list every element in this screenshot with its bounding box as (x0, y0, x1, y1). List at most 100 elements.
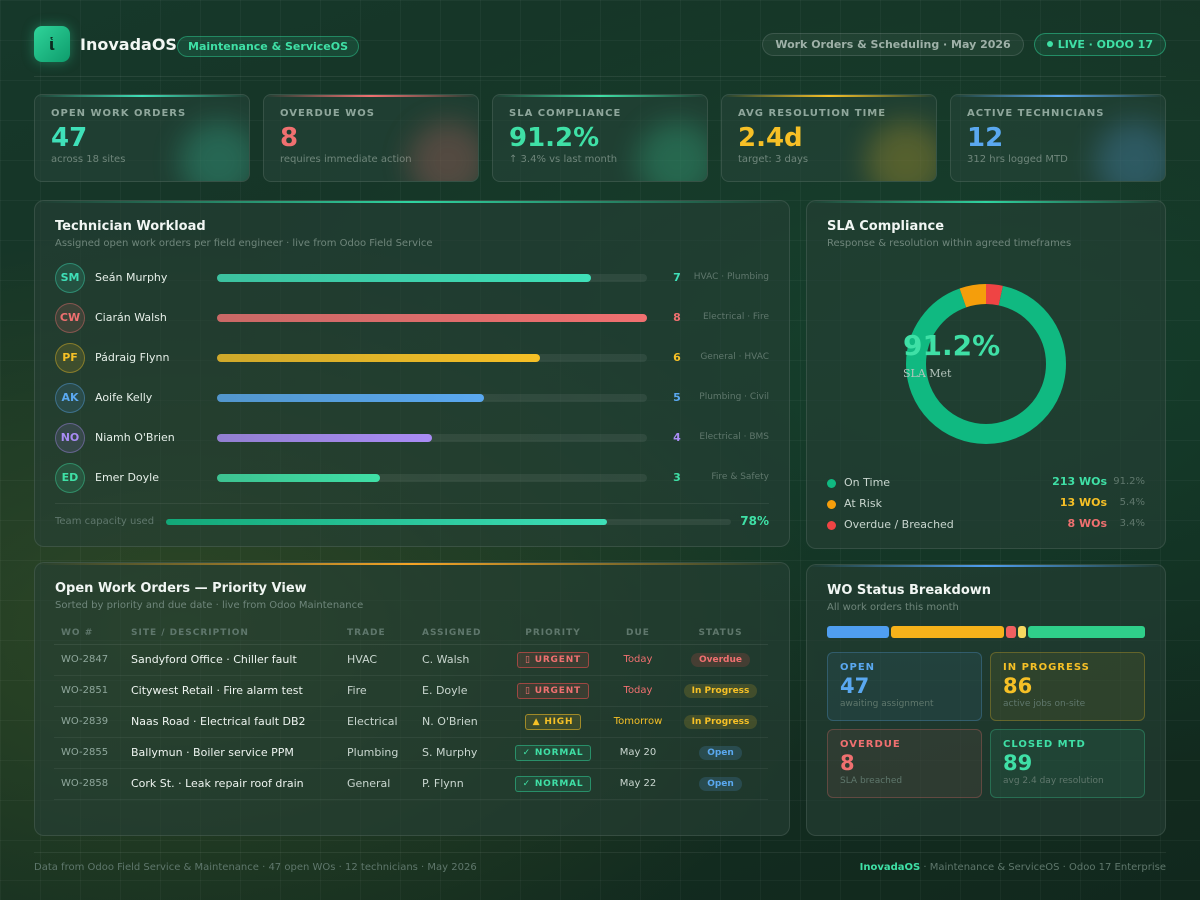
site-description: Naas Road · Electrical fault DB2 (124, 706, 340, 738)
capacity-label: Team capacity used (55, 516, 155, 527)
legend-item-overdue[interactable]: Overdue / Breached 8 WOs 3.4% (827, 517, 1145, 533)
priority-badge: ▲ HIGH (524, 713, 582, 730)
legend-dot-icon (827, 479, 836, 488)
status-segment[interactable] (1005, 626, 1017, 638)
kpi-card-open-work-orders[interactable]: OPEN WORK ORDERS 47 across 18 sites (34, 94, 250, 182)
workload-count: 3 (673, 471, 681, 484)
column-header[interactable]: PRIORITY (503, 622, 603, 645)
wo-number[interactable]: WO-2851 (54, 675, 124, 707)
legend-count: 213 WOs (1052, 475, 1107, 488)
status-segment[interactable] (1018, 626, 1027, 638)
kpi-subtext: ↑ 3.4% vs last month (509, 154, 618, 165)
site-description: Cork St. · Leak repair roof drain (124, 768, 340, 800)
kpi-accent-bar (722, 95, 936, 97)
status-box-open[interactable]: OPEN 47 awaiting assignment (827, 652, 982, 721)
trade: Plumbing (340, 737, 415, 769)
technician-row[interactable]: CW Ciarán Walsh 8 Electrical · Fire (55, 303, 769, 333)
panel-accent-bar (35, 201, 789, 203)
technician-row[interactable]: SM Seán Murphy 7 HVAC · Plumbing (55, 263, 769, 293)
kpi-glow (408, 121, 478, 181)
kpi-value: 91.2% (509, 123, 600, 153)
technician-row[interactable]: PF Pádraig Flynn 6 General · HVAC (55, 343, 769, 373)
column-header[interactable]: DUE (603, 622, 673, 645)
kpi-card-overdue-wos[interactable]: OVERDUE WOS 8 requires immediate action (263, 94, 479, 182)
technician-name: Niamh O'Brien (95, 431, 175, 444)
wo-number[interactable]: WO-2855 (54, 737, 124, 769)
live-status-pill[interactable]: LIVE · ODOO 17 (1033, 33, 1166, 56)
status-box-closed-mtd[interactable]: CLOSED MTD 89 avg 2.4 day resolution (990, 729, 1145, 798)
avatar: SM (55, 263, 85, 293)
column-header[interactable]: ASSIGNED (415, 622, 503, 645)
table-row[interactable]: WO-2839 Naas Road · Electrical fault DB2 E… (54, 706, 768, 738)
column-header[interactable]: SITE / DESCRIPTION (124, 622, 340, 645)
panel-accent-bar (35, 563, 789, 565)
status-box-overdue[interactable]: OVERDUE 8 SLA breached (827, 729, 982, 798)
legend-name: At Risk (844, 497, 882, 510)
avatar: PF (55, 343, 85, 373)
column-header[interactable]: WO # (54, 622, 124, 645)
column-header[interactable]: STATUS (673, 622, 768, 645)
module-pill[interactable]: Maintenance & ServiceOS (177, 36, 360, 57)
app-logo-icon[interactable]: ἱ (34, 26, 70, 62)
assigned-technician: E. Doyle (415, 675, 503, 707)
status-box-subtext: SLA breached (840, 776, 903, 786)
status-badge: In Progress (683, 715, 758, 729)
kpi-card-avg-resolution-time[interactable]: AVG RESOLUTION TIME 2.4d target: 3 days (721, 94, 937, 182)
legend-item-on-time[interactable]: On Time 213 WOs 91.2% (827, 475, 1145, 491)
priority-badge: ▯ URGENT (517, 682, 589, 699)
technician-row[interactable]: NO Niamh O'Brien 4 Electrical · BMS (55, 423, 769, 453)
wo-number[interactable]: WO-2858 (54, 768, 124, 800)
kpi-value: 47 (51, 123, 88, 153)
technician-workload-panel: Technician Workload Assigned open work o… (34, 200, 790, 547)
capacity-bar-fill (166, 519, 607, 525)
wo-number[interactable]: WO-2839 (54, 706, 124, 738)
workload-count: 6 (673, 351, 681, 364)
status-cell: Open (673, 737, 768, 769)
kpi-label: OPEN WORK ORDERS (51, 108, 187, 119)
kpi-card-sla-compliance[interactable]: SLA COMPLIANCE 91.2% ↑ 3.4% vs last mont… (492, 94, 708, 182)
kpi-label: ACTIVE TECHNICIANS (967, 108, 1105, 119)
donut-slice-on-time[interactable] (906, 284, 1066, 444)
workload-bar-track (217, 314, 647, 322)
status-box-value: 86 (1003, 674, 1033, 698)
sla-donut-svg (906, 284, 1066, 444)
kpi-value: 2.4d (738, 123, 803, 153)
table-row[interactable]: WO-2847 Sandyford Office · Chiller fault H… (54, 644, 768, 676)
workload-bar-fill (217, 434, 432, 442)
technician-row[interactable]: AK Aoife Kelly 5 Plumbing · Civil (55, 383, 769, 413)
wo-number[interactable]: WO-2847 (54, 644, 124, 676)
footer-brand[interactable]: InovadaOS (859, 862, 921, 873)
kpi-glow (179, 121, 249, 181)
status-box-in-progress[interactable]: IN PROGRESS 86 active jobs on-site (990, 652, 1145, 721)
due-date: May 22 (603, 768, 673, 800)
status-segment[interactable] (890, 626, 1004, 638)
status-segment[interactable] (1028, 626, 1145, 638)
trade: Fire (340, 675, 415, 707)
workload-count: 4 (673, 431, 681, 444)
context-pill[interactable]: Work Orders & Scheduling · May 2026 (762, 33, 1024, 56)
status-box-subtext: avg 2.4 day resolution (1003, 776, 1104, 786)
status-cell: In Progress (673, 675, 768, 707)
capacity-value: 78% (740, 514, 769, 528)
kpi-subtext: 312 hrs logged MTD (967, 154, 1068, 165)
priority-cell: ▯ URGENT (503, 675, 603, 707)
header-divider (34, 76, 1166, 77)
footer-divider (34, 852, 1166, 853)
workload-bar-fill (217, 394, 484, 402)
sla-donut-chart[interactable]: 91.2% SLA Met (903, 281, 1069, 447)
table-row[interactable]: WO-2858 Cork St. · Leak repair roof drain… (54, 768, 768, 800)
status-segment[interactable] (827, 626, 889, 638)
table-row[interactable]: WO-2855 Ballymun · Boiler service PPM Plum… (54, 737, 768, 769)
status-box-value: 47 (840, 674, 870, 698)
status-segment-bar[interactable] (827, 626, 1145, 638)
table-row[interactable]: WO-2851 Citywest Retail · Fire alarm test… (54, 675, 768, 707)
column-header[interactable]: TRADE (340, 622, 415, 645)
table-header-row: WO # SITE / DESCRIPTION TRADE ASSIGNED P… (54, 622, 768, 645)
technician-row[interactable]: ED Emer Doyle 3 Fire & Safety (55, 463, 769, 493)
kpi-glow (637, 121, 707, 181)
legend-percent: 5.4% (1119, 497, 1145, 508)
donut-slice-at-risk[interactable] (906, 284, 1066, 444)
panel-accent-bar (807, 565, 1165, 567)
legend-item-at-risk[interactable]: At Risk 13 WOs 5.4% (827, 496, 1145, 512)
kpi-card-active-technicians[interactable]: ACTIVE TECHNICIANS 12 312 hrs logged MTD (950, 94, 1166, 182)
